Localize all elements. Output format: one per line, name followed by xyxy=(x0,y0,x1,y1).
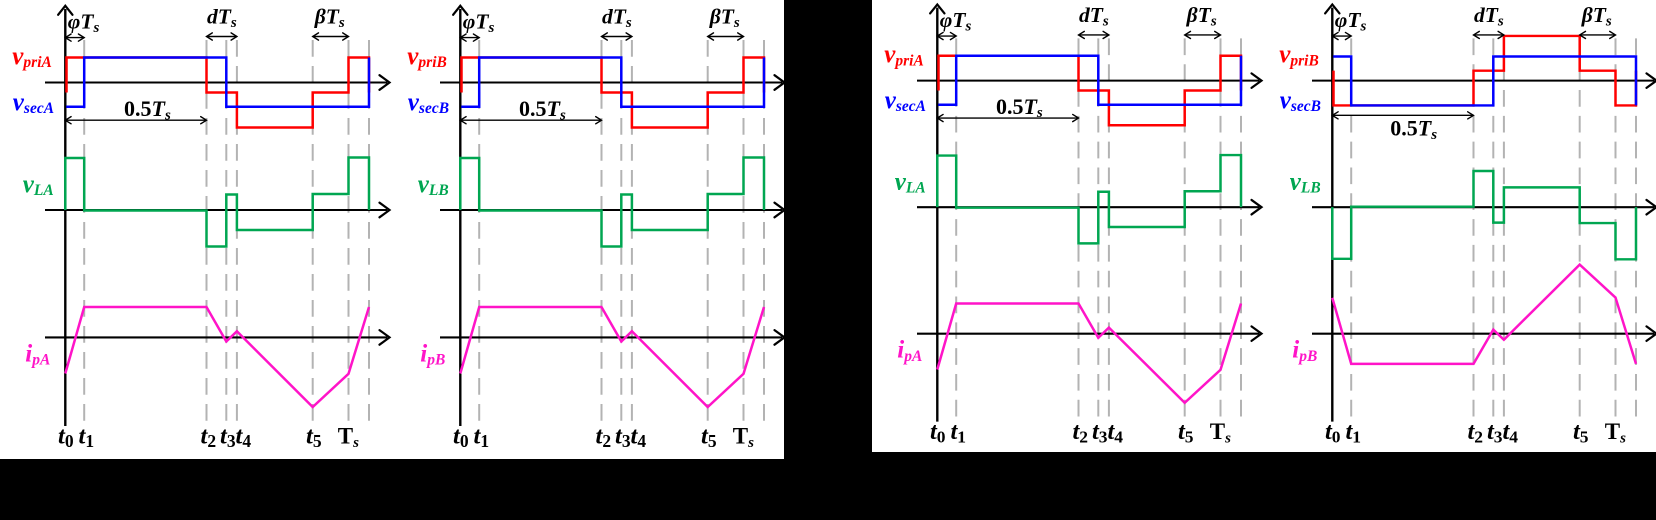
svg-text:vsecB: vsecB xyxy=(408,89,449,117)
svg-text:t2: t2 xyxy=(1468,418,1484,447)
svg-text:t4: t4 xyxy=(1503,418,1519,447)
svg-text:t0: t0 xyxy=(1325,418,1341,447)
svg-text:t5: t5 xyxy=(1573,418,1589,447)
svg-text:t1: t1 xyxy=(951,418,967,447)
svg-text:t3: t3 xyxy=(1092,418,1108,447)
svg-text:βTs: βTs xyxy=(1186,3,1217,29)
svg-text:0.5Ts: 0.5Ts xyxy=(996,94,1043,121)
svg-text:t5: t5 xyxy=(701,423,717,452)
svg-text:t1: t1 xyxy=(474,423,490,452)
svg-text:dTs: dTs xyxy=(1079,3,1109,29)
svg-text:t2: t2 xyxy=(201,423,217,452)
svg-text:φTs: φTs xyxy=(68,10,100,37)
svg-text:vsecA: vsecA xyxy=(885,87,926,115)
svg-text:dTs: dTs xyxy=(207,5,237,32)
svg-text:dTs: dTs xyxy=(1474,3,1504,29)
svg-text:ipA: ipA xyxy=(897,337,922,365)
svg-text:vLB: vLB xyxy=(418,171,449,199)
svg-text:0.5Ts: 0.5Ts xyxy=(124,96,171,123)
svg-text:t3: t3 xyxy=(615,423,631,452)
svg-text:t5: t5 xyxy=(306,423,322,452)
svg-text:t4: t4 xyxy=(1108,418,1124,447)
svg-text:Ts: Ts xyxy=(338,424,359,452)
svg-text:φTs: φTs xyxy=(1335,8,1367,34)
svg-text:Ts: Ts xyxy=(1210,419,1231,446)
svg-text:0.5Ts: 0.5Ts xyxy=(1390,116,1437,143)
svg-text:vLB: vLB xyxy=(1290,168,1321,196)
svg-text:vpriB: vpriB xyxy=(1279,41,1319,69)
svg-text:t0: t0 xyxy=(930,418,946,447)
svg-text:φTs: φTs xyxy=(463,10,495,37)
svg-text:vsecA: vsecA xyxy=(13,89,54,117)
svg-text:φTs: φTs xyxy=(940,8,972,34)
svg-text:t3: t3 xyxy=(1487,418,1503,447)
svg-text:ipB: ipB xyxy=(1292,337,1317,365)
svg-text:vpriA: vpriA xyxy=(12,43,52,71)
svg-text:vpriA: vpriA xyxy=(884,41,924,69)
svg-text:t2: t2 xyxy=(596,423,612,452)
svg-text:βTs: βTs xyxy=(1581,3,1612,29)
svg-text:βTs: βTs xyxy=(709,5,740,32)
svg-text:t0: t0 xyxy=(453,423,469,452)
svg-text:vpriB: vpriB xyxy=(407,43,447,71)
svg-text:Ts: Ts xyxy=(733,424,754,452)
svg-text:Ts: Ts xyxy=(1605,419,1626,446)
svg-text:vLA: vLA xyxy=(895,168,926,196)
svg-text:t3: t3 xyxy=(220,423,236,452)
svg-text:t4: t4 xyxy=(236,423,252,452)
svg-text:ipA: ipA xyxy=(25,341,50,369)
svg-text:t2: t2 xyxy=(1073,418,1089,447)
svg-text:0.5Ts: 0.5Ts xyxy=(519,96,566,123)
svg-text:t5: t5 xyxy=(1178,418,1194,447)
svg-text:vLA: vLA xyxy=(23,171,54,199)
svg-text:vsecB: vsecB xyxy=(1280,87,1321,115)
svg-text:βTs: βTs xyxy=(314,5,345,32)
svg-text:t0: t0 xyxy=(58,423,74,452)
svg-text:ipB: ipB xyxy=(420,341,445,369)
svg-text:dTs: dTs xyxy=(602,5,632,32)
svg-text:t4: t4 xyxy=(631,423,647,452)
svg-text:t1: t1 xyxy=(1346,418,1362,447)
svg-text:t1: t1 xyxy=(79,423,95,452)
